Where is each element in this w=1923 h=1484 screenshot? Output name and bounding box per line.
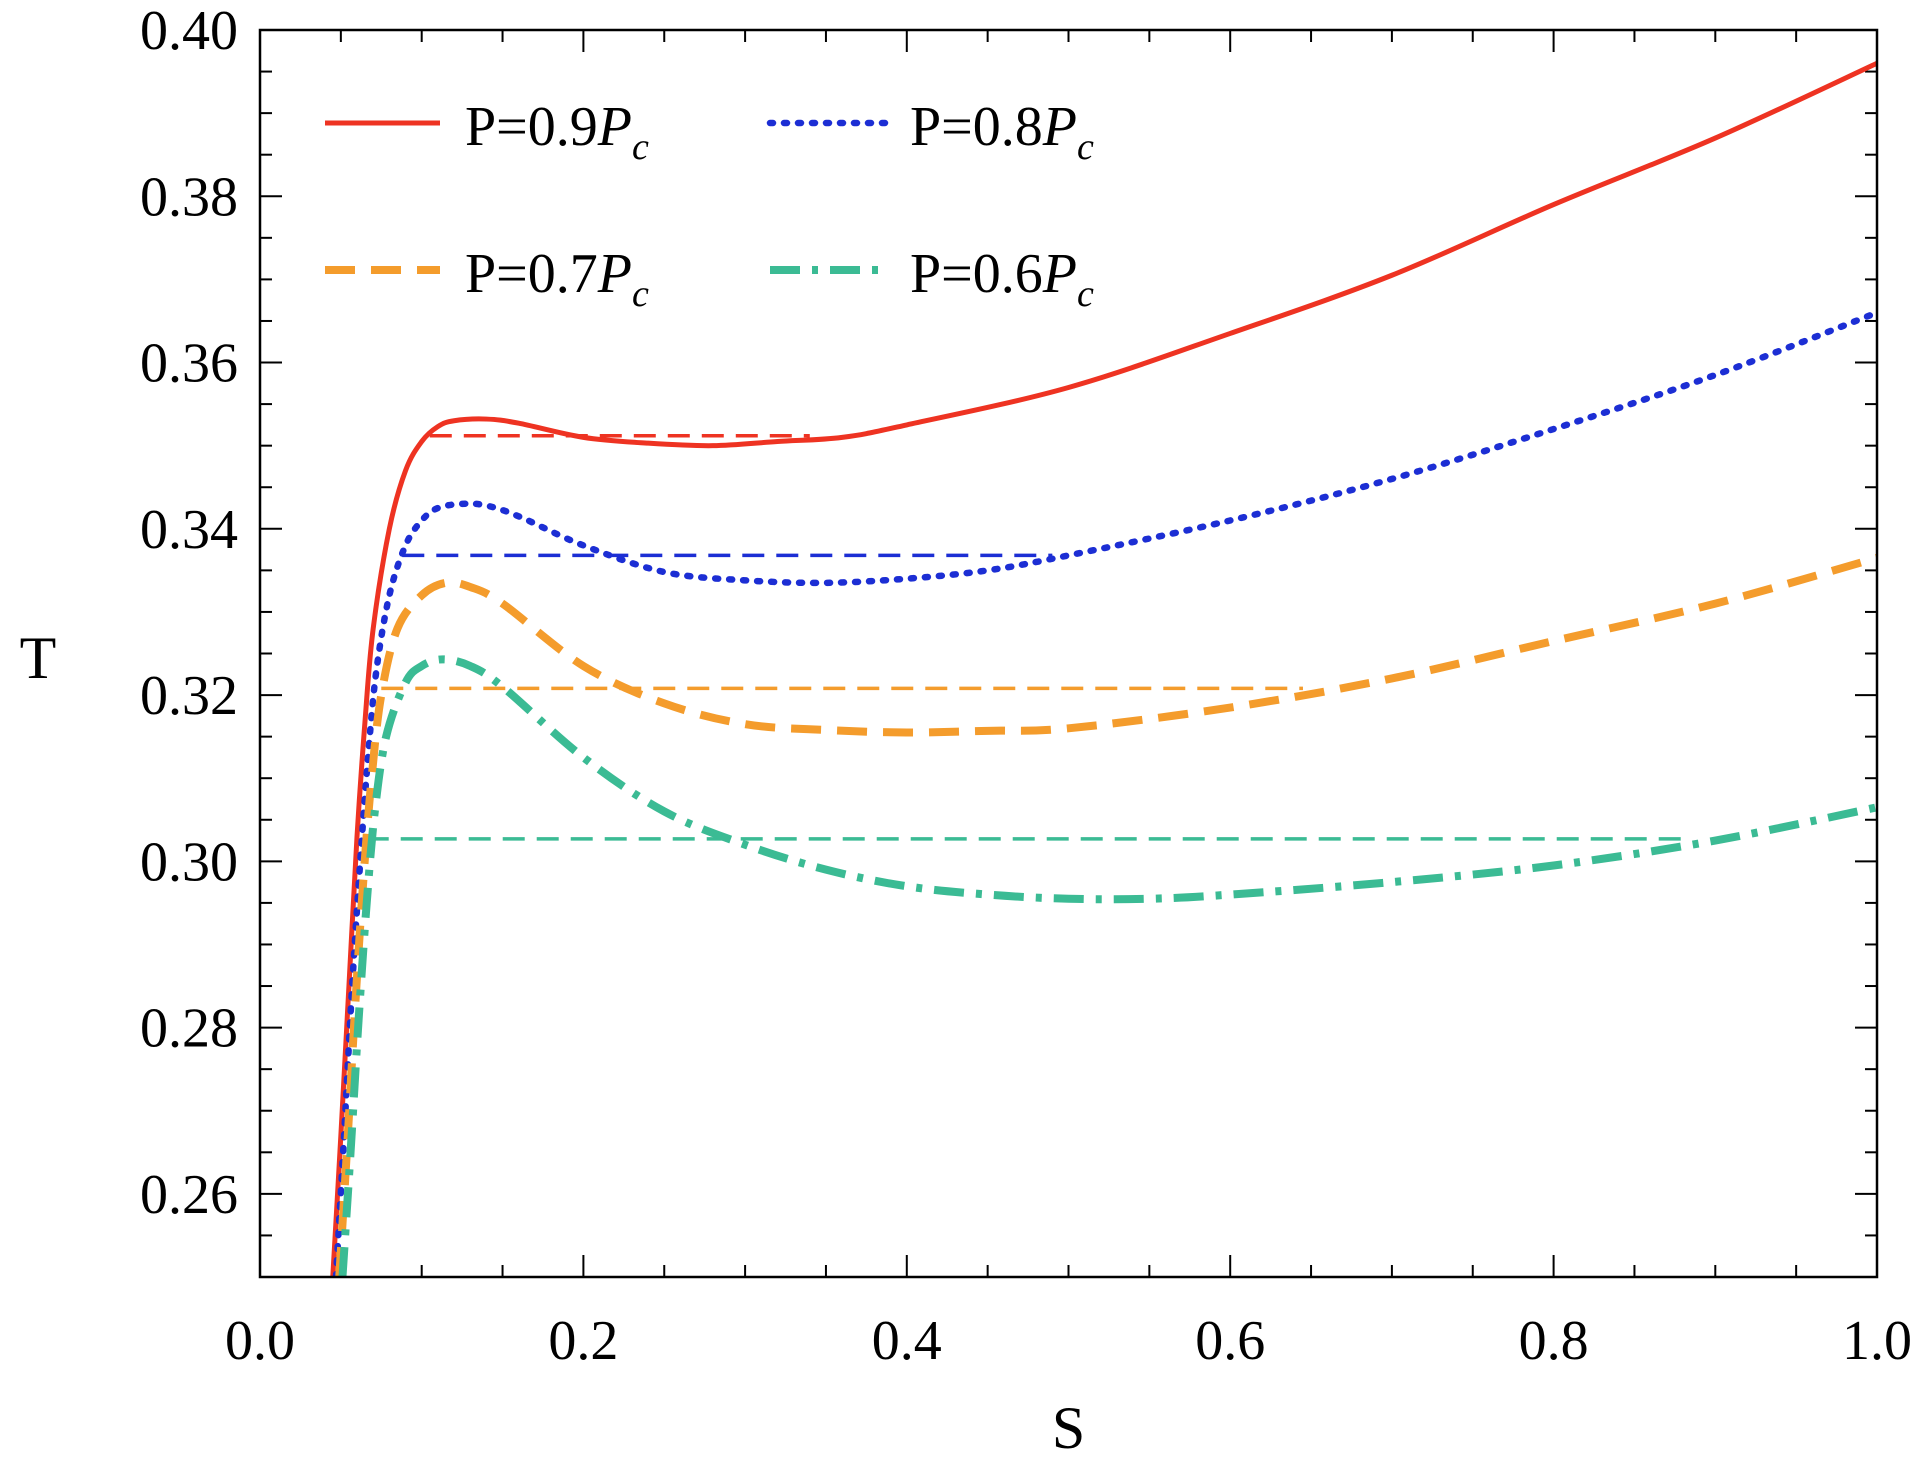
y-tick-label: 0.30 bbox=[140, 831, 238, 893]
y-tick-label: 0.36 bbox=[140, 333, 238, 395]
plot-frame bbox=[258, 28, 1879, 1279]
series-lines bbox=[330, 60, 1877, 1277]
minor-ticks bbox=[260, 30, 1877, 1278]
series-line bbox=[332, 309, 1877, 1277]
x-tick-label: 1.0 bbox=[1842, 1310, 1912, 1372]
legend-label: P=0.8Pc bbox=[910, 96, 1094, 168]
x-tick-label: 0.6 bbox=[1195, 1310, 1265, 1372]
isobar-lines bbox=[366, 433, 1692, 841]
legend-label: P=0.7Pc bbox=[465, 243, 649, 315]
y-tick-labels: 0.26 0.28 0.30 0.32 0.34 0.36 0.38 0.40 bbox=[140, 0, 238, 1226]
y-tick-label: 0.34 bbox=[140, 499, 238, 561]
series-line bbox=[330, 60, 1877, 1277]
series-line bbox=[335, 554, 1877, 1277]
series-line bbox=[338, 655, 1877, 1277]
x-tick-labels: 0.0 0.2 0.4 0.6 0.8 1.0 bbox=[225, 1310, 1912, 1372]
legend-label: P=0.6Pc bbox=[910, 243, 1094, 315]
y-tick-label: 0.32 bbox=[140, 665, 238, 727]
major-ticks bbox=[259, 29, 1878, 1277]
x-axis-title: S bbox=[1052, 1395, 1085, 1461]
x-tick-label: 0.8 bbox=[1519, 1310, 1589, 1372]
y-tick-label: 0.26 bbox=[140, 1164, 238, 1226]
x-tick-label: 0.0 bbox=[225, 1310, 295, 1372]
x-tick-label: 0.4 bbox=[872, 1310, 942, 1372]
y-tick-label: 0.38 bbox=[140, 166, 238, 228]
legend-label: P=0.9Pc bbox=[465, 96, 649, 168]
x-tick-label: 0.2 bbox=[548, 1310, 618, 1372]
y-tick-label: 0.40 bbox=[140, 0, 238, 62]
y-tick-label: 0.28 bbox=[140, 998, 238, 1060]
legend: P=0.9Pc P=0.8Pc P=0.7Pc P=0.6Pc bbox=[325, 96, 1094, 315]
y-axis-title: T bbox=[20, 625, 57, 691]
